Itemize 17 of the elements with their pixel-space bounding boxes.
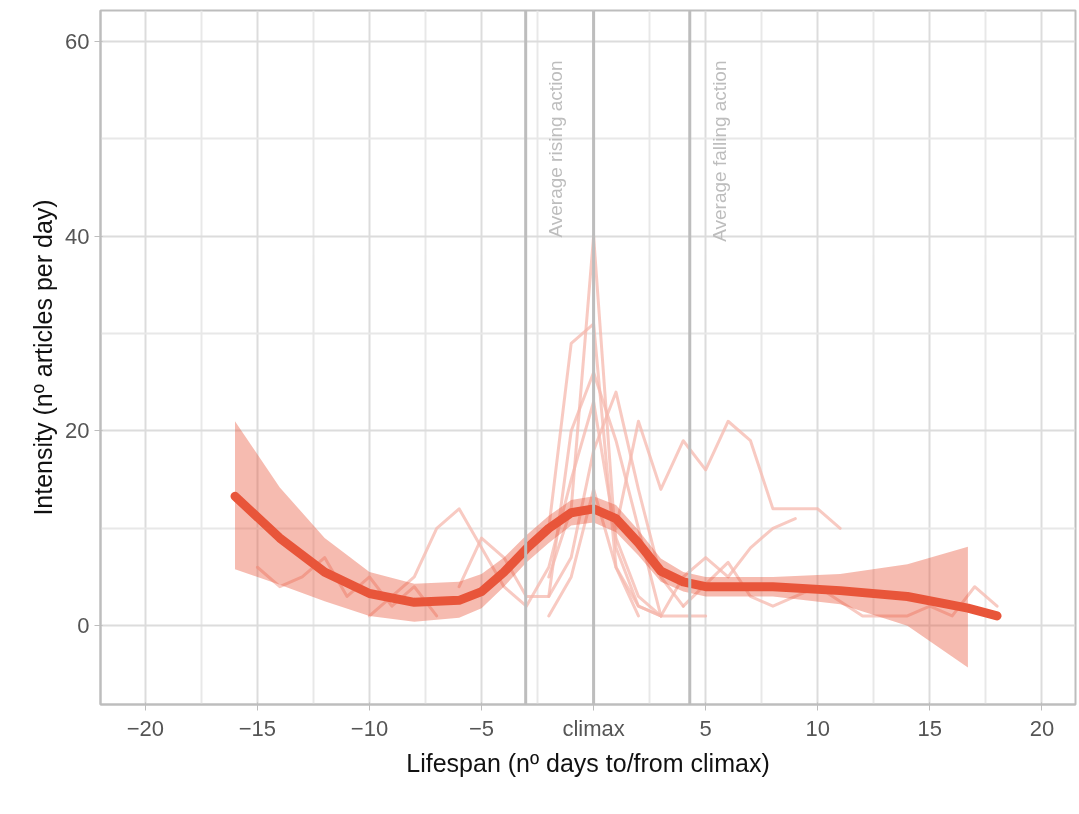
- y-tick-label: 40: [65, 223, 90, 249]
- y-tick-label: 20: [65, 418, 90, 444]
- x-tick-label: −15: [238, 715, 277, 741]
- ref-line-label: Average falling action: [709, 60, 731, 242]
- ref-line-label: Average rising action: [545, 60, 567, 238]
- x-tick-label: climax: [562, 715, 625, 741]
- x-tick-label: 10: [805, 715, 830, 741]
- x-tick-label: 15: [917, 715, 943, 741]
- y-tick-label: 60: [65, 29, 90, 55]
- x-tick-label: −20: [126, 715, 164, 741]
- x-tick-label: −10: [350, 715, 389, 741]
- y-tick-label: 0: [77, 613, 90, 639]
- x-tick-label: −5: [468, 715, 495, 741]
- x-axis-title: Lifespan (nº days to/from climax): [406, 748, 770, 777]
- x-tick-label: 5: [699, 715, 712, 741]
- x-tick-label: 20: [1029, 715, 1055, 741]
- y-axis-title: Intensity (nº articles per day): [29, 199, 58, 516]
